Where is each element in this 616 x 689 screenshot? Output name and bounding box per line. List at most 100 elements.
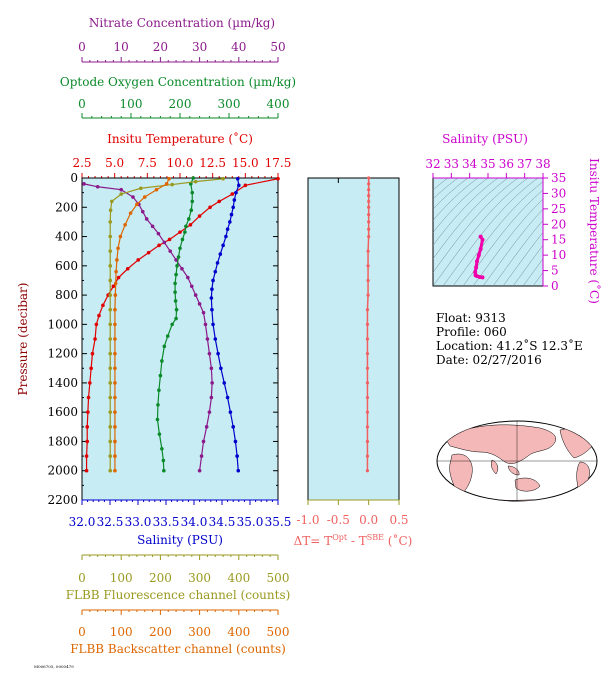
oxygen-tick-label: 200 [169,97,192,111]
temperature-point [157,243,161,248]
delta-t-point [367,182,371,186]
nitrate-point [201,439,206,444]
temperature-point [197,214,202,218]
oxygen-point [180,237,185,242]
fluorescence-point [108,439,113,444]
oxygen-point [158,373,163,378]
nitrate-point [209,395,214,400]
temperature-point [90,351,95,356]
backscatter-point [113,281,118,286]
ts-point [478,246,483,251]
delta-t-point [365,322,370,326]
series-fluorescence [108,176,225,473]
temperature-point [86,395,91,400]
fluorescence-point [108,337,113,341]
temperature-point [85,425,90,429]
salinity-point [228,220,232,224]
oxygen-point [173,281,177,286]
salinity-point [229,212,234,217]
delta-t-point [365,352,370,356]
ts-point [474,265,479,270]
ts-point [476,253,481,258]
nitrate-point [162,240,167,245]
nitrate-point [174,258,178,262]
pressure-tick-label: 1400 [47,376,78,390]
fluorescence-point [109,199,114,204]
nitrate-point [204,425,209,429]
delta-t-point [367,193,371,198]
backscatter-point [113,468,117,473]
backscatter-axis-title: FLBB Backscatter channel (counts) [70,642,286,656]
nitrate-tick-label: 0 [78,40,86,54]
ts-point [478,234,483,239]
fluorescence-point [108,381,113,385]
ts-y-tick-label: 5 [551,264,559,278]
nitrate-point [119,187,123,192]
backscatter-point [114,269,118,274]
salinity-point [218,252,223,256]
nitrate-point [207,351,212,356]
fluorescence-tick-label: 200 [149,571,172,585]
temperature-point [88,381,92,385]
salinity-point [215,261,220,265]
delta-t-point [367,205,371,209]
ts-x-tick-label: 34 [462,157,478,171]
fluorescence-point [108,468,113,473]
temperature-point [89,366,93,371]
delta-t-point [367,188,371,192]
backscatter-point [154,187,159,192]
ts-y-tick-label: 25 [551,202,566,216]
delta-t-point [366,278,370,283]
nitrate-axis-title: Nitrate Concentration (µm/kg) [89,16,275,30]
salinity-point [210,287,214,292]
backscatter-point [128,211,133,215]
oxygen-point [190,190,195,195]
fluorescence-point [221,176,225,181]
fluorescence-point [139,186,143,191]
series-oxygen [155,176,196,473]
temperature-tick-label: 12.5 [199,156,226,170]
ts-y-tick-label: 15 [551,233,566,247]
backscatter-tick-label: 100 [110,625,133,639]
temperature-point [125,266,130,271]
salinity-tick-label: 35.5 [265,515,292,529]
backscatter-point [113,351,117,356]
fluorescence-point [108,264,113,268]
delta-t-series [365,176,371,473]
oxygen-point [165,334,170,338]
backscatter-tick-label: 0 [78,625,86,639]
backscatter-tick-label: 500 [267,625,290,639]
oxygen-point [176,255,181,259]
nitrate-point [205,337,210,341]
footer-id: M006705, 0000479 [34,664,74,669]
float-id: Float: 9313 [436,311,506,325]
pressure-tick-label: 200 [55,200,78,214]
pressure-axis-title: Pressure (decibar) [16,283,30,396]
temperature-tick-label: 10.0 [167,156,194,170]
backscatter-point [115,258,119,262]
delta-t-point [365,439,370,444]
temperature-point [84,468,89,473]
delta-t-point [367,234,371,239]
nitrate-tick-label: 40 [231,40,246,54]
ts-diagram-title: Salinity (PSU) [442,132,528,146]
salinity-tick-label: 34.5 [209,515,236,529]
nitrate-tick-label: 50 [270,40,285,54]
temperature-point [101,303,105,308]
oxygen-point [157,432,162,436]
salinity-point [236,468,241,473]
delta-t-point [365,381,370,385]
temperature-tick-label: 7.5 [138,156,157,170]
fluorescence-point [193,179,198,184]
ts-y-tick-label: 0 [551,279,559,293]
delta-t-point [365,425,370,429]
temperature-point [111,284,116,289]
nitrate-tick-label: 30 [192,40,207,54]
salinity-axis: 32.0 32.5 33.0 33.5 34.0 34.5 35.0 35.5 [69,499,292,529]
oxygen-point [175,264,179,268]
oxygen-point [174,272,178,277]
backscatter-point [113,293,118,297]
nitrate-point [131,195,135,199]
